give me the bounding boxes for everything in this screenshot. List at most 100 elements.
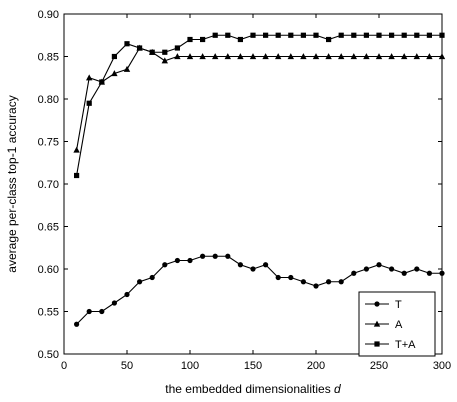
data-point-t (187, 257, 193, 264)
x-tick-label: 300 (433, 360, 451, 372)
x-tick-label: 0 (61, 360, 67, 372)
data-point-a (174, 53, 181, 60)
data-point-t (263, 262, 269, 268)
data-point-a (186, 53, 194, 60)
data-point-a (237, 53, 244, 60)
data-point-t-a (426, 32, 432, 38)
data-point-t-a (187, 36, 193, 43)
axis-ticks: 0.50 0.55 0.60 0.65 0.70 0.75 0.80 0.85 0.90 0 50 1… (38, 9, 452, 372)
y-tick-label: 0.55 (38, 307, 59, 319)
data-point-t (111, 300, 117, 306)
data-point-a (161, 57, 168, 64)
data-point-t (326, 279, 332, 285)
data-point-t (86, 308, 92, 315)
data-point-t-a (250, 32, 256, 38)
plot-area (73, 32, 446, 327)
data-point-t (124, 291, 130, 298)
data-point-a (123, 65, 131, 72)
data-point-t-a (99, 79, 105, 85)
data-point-a (287, 53, 294, 60)
data-point-t-a (86, 100, 92, 106)
x-tick-label: 150 (244, 360, 262, 372)
data-point-a (224, 53, 231, 60)
series-line-a (76, 47, 442, 151)
y-tick-label: 0.85 (38, 52, 59, 64)
y-tick-label: 0.60 (38, 264, 59, 276)
y-tick-label: 0.90 (38, 9, 59, 21)
legend-marker-t (374, 301, 380, 307)
data-point-t (288, 274, 294, 281)
data-point-t-a (414, 32, 420, 38)
data-point-t (376, 262, 382, 268)
data-point-a (350, 53, 357, 60)
data-point-t (74, 321, 80, 327)
data-point-a (111, 70, 118, 77)
data-point-t (275, 274, 281, 281)
data-point-t (212, 253, 218, 259)
data-point-t (351, 270, 357, 276)
data-point-t-a (275, 32, 281, 38)
data-point-t (300, 279, 306, 285)
y-tick-label: 0.50 (38, 349, 59, 361)
data-point-t-a (225, 32, 231, 38)
x-tick-label: 200 (307, 360, 325, 372)
data-point-t-a (376, 32, 382, 38)
data-point-t-a (326, 36, 332, 43)
data-point-t (338, 279, 344, 285)
data-point-t (313, 283, 319, 289)
data-point-t-a (124, 41, 130, 47)
data-point-a (249, 53, 257, 60)
data-point-t-a (237, 36, 243, 43)
data-point-t-a (212, 32, 218, 38)
data-point-t-a (300, 32, 306, 38)
legend-marker-t-a (374, 341, 380, 347)
data-point-a (86, 74, 93, 81)
legend-label-t-a: T+A (395, 339, 416, 351)
data-point-t (99, 308, 105, 315)
data-point-t (426, 270, 432, 276)
data-point-t-a (288, 32, 294, 38)
data-point-t (401, 270, 407, 276)
legend-label-a: A (395, 319, 403, 331)
data-point-t (225, 253, 231, 259)
x-tick-label: 250 (370, 360, 388, 372)
data-point-a (401, 53, 408, 60)
data-point-t-a (200, 36, 206, 43)
x-axis-label-text: the embedded dimensionalities (165, 382, 330, 396)
data-point-t (162, 262, 168, 268)
data-point-t (389, 266, 395, 272)
data-point-a (199, 53, 206, 60)
legend: TA T+A (358, 291, 436, 357)
data-point-t-a (363, 32, 369, 38)
data-point-a (363, 53, 370, 60)
data-point-t (237, 262, 243, 268)
x-axis-label: the embedded dimensionalities d (165, 382, 341, 396)
data-point-a (375, 53, 383, 60)
data-point-t (174, 257, 180, 264)
data-point-a (413, 53, 420, 60)
data-point-t (200, 253, 206, 259)
data-point-t (363, 266, 369, 272)
data-point-a (300, 53, 307, 60)
y-tick-label: 0.80 (38, 94, 59, 106)
data-point-t-a (74, 172, 80, 179)
data-point-t (250, 266, 256, 272)
x-axis-label-variable: d (334, 382, 341, 396)
data-point-t-a (111, 53, 117, 60)
data-point-t-a (162, 49, 168, 55)
data-point-t (414, 266, 420, 272)
data-point-t-a (313, 32, 319, 38)
data-point-t-a (174, 45, 180, 51)
data-point-a (426, 53, 433, 60)
data-point-a (262, 53, 269, 60)
legend-label-t: T (395, 299, 402, 311)
y-tick-label: 0.65 (38, 222, 59, 234)
data-point-a (275, 53, 282, 60)
data-point-t (149, 274, 155, 281)
data-point-t-a (351, 32, 357, 38)
x-tick-label: 50 (121, 360, 133, 372)
data-point-t-a (137, 45, 143, 51)
data-point-t-a (338, 32, 344, 38)
data-point-a (212, 53, 219, 60)
data-point-a (388, 53, 395, 60)
